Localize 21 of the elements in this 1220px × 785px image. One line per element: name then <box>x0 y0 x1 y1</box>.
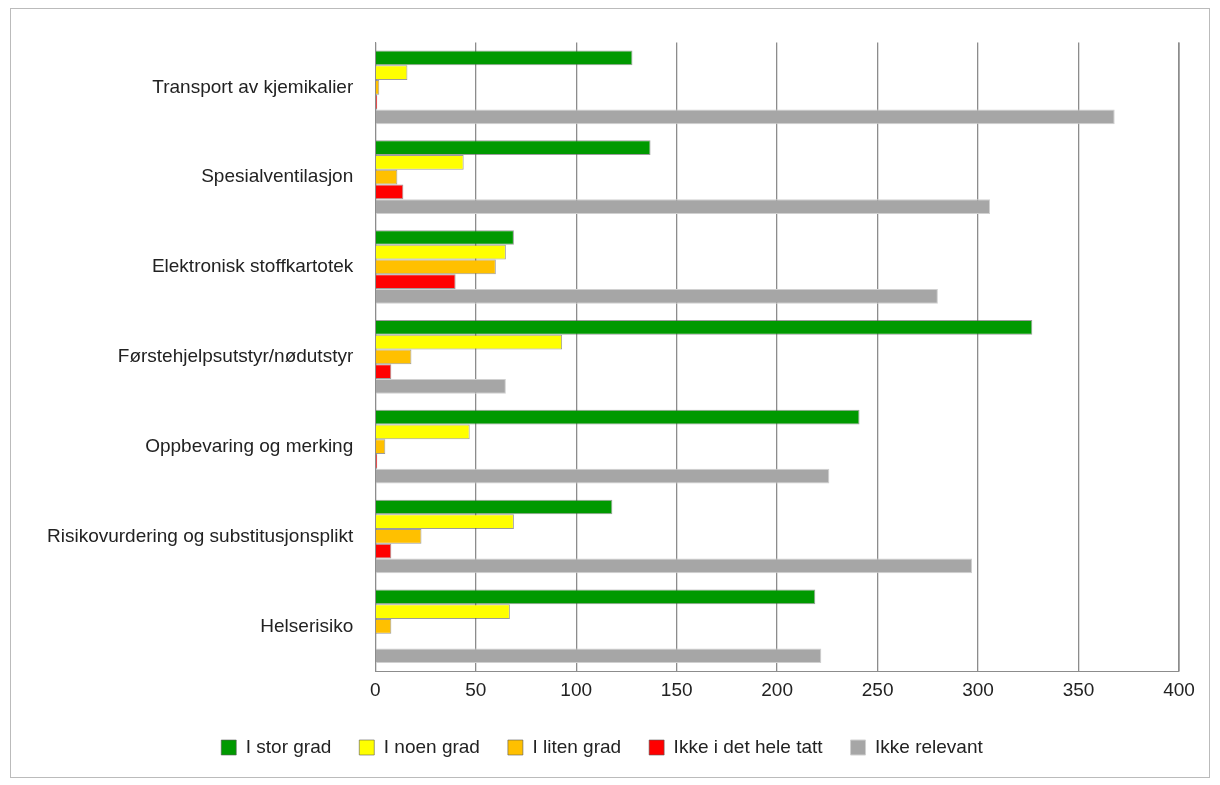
y-tick-label: Førstehjelpsutstyr/nødutstyr <box>117 345 354 367</box>
x-tick-label: 150 <box>660 678 693 700</box>
y-tick-label: Helserisiko <box>260 614 354 636</box>
y-tick-label: Oppbevaring og merking <box>145 434 354 456</box>
legend-label: I liten grad <box>532 735 622 757</box>
legend-label: I noen grad <box>383 735 480 757</box>
y-tick-label: Risikovurdering og substitusjonsplikt <box>46 524 354 546</box>
y-tick-label: Spesialventilasjon <box>201 165 354 187</box>
y-tick-label: Elektronisk stoffkartotek <box>151 255 354 277</box>
x-tick-label: 50 <box>465 678 487 700</box>
y-tick-label: Transport av kjemikalier <box>152 75 354 97</box>
x-tick-label: 200 <box>761 678 793 700</box>
legend-label: Ikke i det hele tatt <box>673 735 824 757</box>
legend-label: I stor grad <box>245 735 332 757</box>
legend-label: Ikke relevant <box>875 735 984 757</box>
x-tick-label: 250 <box>861 678 894 700</box>
x-tick-label: 100 <box>560 678 593 700</box>
x-tick-label: 350 <box>1062 678 1095 700</box>
x-tick-label: 0 <box>369 678 381 700</box>
x-tick-label: 400 <box>1163 678 1195 700</box>
x-tick-label: 300 <box>962 678 994 700</box>
